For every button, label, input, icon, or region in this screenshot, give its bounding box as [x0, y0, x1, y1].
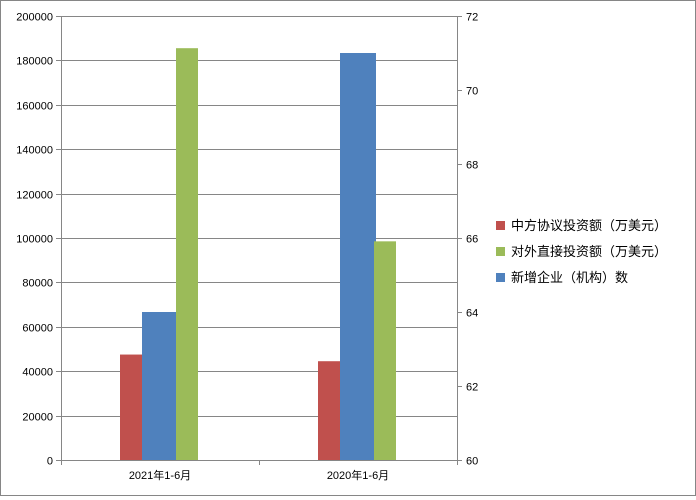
bars — [120, 48, 396, 460]
legend-swatch — [496, 221, 505, 230]
bar — [176, 48, 198, 460]
left-axis-ticks: 0 20000 40000 60000 80000 100000 120000 140000 1… — [16, 12, 61, 468]
left-tick-label: 200000 — [16, 12, 53, 24]
right-tick-label: 66 — [466, 234, 478, 246]
left-tick-label: 180000 — [16, 56, 53, 68]
category-labels: 2021年1-6月 2020年1-6月 — [129, 468, 389, 482]
legend-label: 对外直接投资额（万美元） — [511, 244, 667, 259]
legend-label: 新增企业（机构）数 — [511, 270, 628, 285]
bar — [340, 53, 376, 460]
bar — [120, 354, 142, 460]
category-label: 2020年1-6月 — [327, 468, 389, 482]
right-tick-label: 64 — [466, 308, 478, 320]
right-axis-ticks: 60 62 64 66 68 70 72 — [457, 12, 478, 468]
left-tick-label: 60000 — [22, 323, 53, 335]
left-tick-label: 20000 — [22, 412, 53, 424]
bar — [318, 361, 340, 460]
right-tick-label: 60 — [466, 456, 478, 468]
bar — [142, 312, 178, 460]
right-tick-label: 70 — [466, 86, 478, 98]
right-tick-label: 72 — [466, 12, 478, 24]
left-tick-label: 120000 — [16, 190, 53, 202]
left-tick-label: 0 — [47, 456, 53, 468]
legend: 中方协议投资额（万美元） 对外直接投资额（万美元） 新增企业（机构）数 — [496, 218, 667, 285]
legend-swatch — [496, 247, 505, 256]
right-tick-label: 62 — [466, 382, 478, 394]
left-tick-label: 160000 — [16, 101, 53, 113]
right-tick-label: 68 — [466, 160, 478, 172]
left-tick-label: 80000 — [22, 278, 53, 290]
left-tick-label: 40000 — [22, 367, 53, 379]
left-tick-label: 100000 — [16, 234, 53, 246]
category-label: 2021年1-6月 — [129, 468, 191, 482]
left-tick-label: 140000 — [16, 145, 53, 157]
legend-swatch — [496, 273, 505, 282]
bar — [374, 241, 396, 460]
legend-label: 中方协议投资额（万美元） — [511, 218, 667, 233]
